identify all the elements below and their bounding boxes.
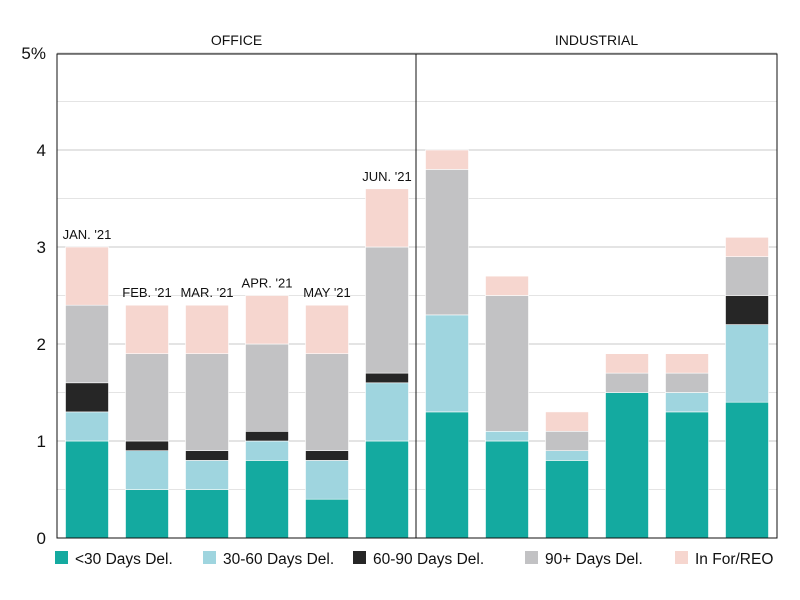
legend-label: <30 Days Del. bbox=[75, 551, 173, 568]
legend-swatch bbox=[675, 551, 688, 564]
bar-segment bbox=[65, 382, 109, 413]
bar-segment bbox=[125, 304, 169, 355]
bar-segment bbox=[725, 324, 769, 403]
bar-segment bbox=[305, 353, 349, 452]
legend-swatch bbox=[353, 551, 366, 564]
bar-segment bbox=[185, 460, 229, 490]
legend-swatch bbox=[55, 551, 68, 564]
legend-label: 30-60 Days Del. bbox=[223, 551, 334, 568]
bar-segment bbox=[665, 392, 709, 413]
bar-segment bbox=[605, 392, 649, 539]
bar-segment bbox=[665, 372, 709, 393]
bar-segment bbox=[185, 450, 229, 461]
bar-segment bbox=[245, 440, 289, 461]
y-tick-label: 0 bbox=[37, 529, 46, 548]
y-tick-label: 1 bbox=[37, 432, 46, 451]
bar-segment bbox=[305, 498, 349, 539]
bar-segment bbox=[185, 489, 229, 539]
bar-segment bbox=[185, 304, 229, 355]
panel-title: OFFICE bbox=[211, 32, 262, 48]
y-tick-label: 4 bbox=[37, 141, 46, 160]
bar-segment bbox=[545, 460, 589, 539]
legend-label: 60-90 Days Del. bbox=[373, 551, 484, 568]
legend-swatch bbox=[525, 551, 538, 564]
bar-segment bbox=[545, 450, 589, 461]
legend-label: In For/REO bbox=[695, 551, 773, 568]
bar-segment bbox=[485, 275, 529, 296]
bar-segment bbox=[125, 450, 169, 490]
bar-segment bbox=[425, 149, 469, 170]
bar-label: MAR. '21 bbox=[180, 285, 233, 300]
y-tick-label: 3 bbox=[37, 238, 46, 257]
bar-segment bbox=[365, 382, 409, 442]
bar-segment bbox=[545, 411, 589, 432]
bar-segment bbox=[365, 440, 409, 539]
y-tick-label: 5% bbox=[21, 44, 46, 63]
bar-segment bbox=[425, 169, 469, 316]
bar-segment bbox=[725, 256, 769, 296]
bar-segment bbox=[65, 440, 109, 539]
bar-segment bbox=[665, 353, 709, 374]
legend-label: 90+ Days Del. bbox=[545, 551, 643, 568]
bar-segment bbox=[425, 411, 469, 539]
bar-segment bbox=[365, 372, 409, 384]
bar-segment bbox=[605, 372, 649, 393]
panel-title: INDUSTRIAL bbox=[555, 32, 638, 48]
bar-segment bbox=[305, 450, 349, 461]
legend-swatch bbox=[203, 551, 216, 564]
bar-label: JUN. '21 bbox=[362, 169, 411, 184]
bar-label: APR. '21 bbox=[242, 276, 293, 291]
y-tick-label: 2 bbox=[37, 335, 46, 354]
bar-segment bbox=[305, 460, 349, 500]
bar-segment bbox=[725, 401, 769, 539]
bar-segment bbox=[725, 237, 769, 258]
bar-label: JAN. '21 bbox=[63, 227, 112, 242]
bar-segment bbox=[545, 430, 589, 451]
bar-segment bbox=[665, 411, 709, 539]
bar-segment bbox=[725, 295, 769, 325]
bar-segment bbox=[365, 188, 409, 248]
bar-segment bbox=[605, 353, 649, 374]
bar-segment bbox=[125, 489, 169, 539]
bar-segment bbox=[125, 440, 169, 451]
bar-segment bbox=[245, 295, 289, 345]
bar-segment bbox=[365, 246, 409, 374]
bar-segment bbox=[125, 353, 169, 442]
bar-segment bbox=[65, 304, 109, 384]
bar-segment bbox=[65, 246, 109, 306]
plot-frame bbox=[56, 53, 778, 539]
bar-segment bbox=[245, 343, 289, 432]
bar-segment bbox=[245, 430, 289, 442]
bar-segment bbox=[245, 460, 289, 539]
bar-segment bbox=[485, 295, 529, 432]
bar-segment bbox=[305, 304, 349, 355]
bar-segment bbox=[485, 440, 529, 539]
bar-segment bbox=[425, 314, 469, 413]
bar-label: FEB. '21 bbox=[122, 285, 171, 300]
bar-segment bbox=[485, 430, 529, 442]
bar-segment bbox=[65, 411, 109, 442]
bar-segment bbox=[185, 353, 229, 452]
bar-label: MAY '21 bbox=[303, 285, 351, 300]
